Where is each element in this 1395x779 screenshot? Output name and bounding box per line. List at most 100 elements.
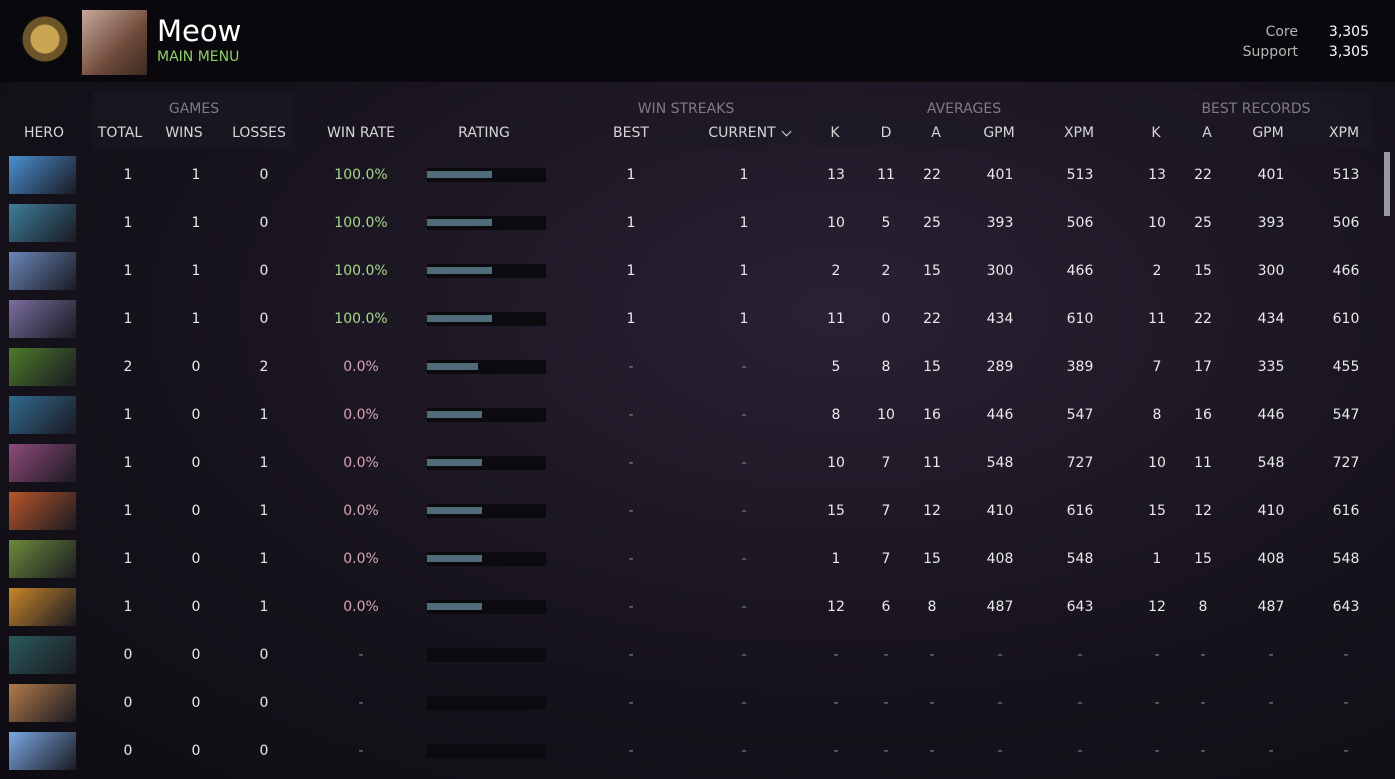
hero-portrait[interactable]	[9, 492, 76, 530]
cell: 0.0%	[343, 359, 379, 375]
column-header[interactable]: D	[880, 125, 892, 141]
cell: 1	[626, 263, 636, 279]
scrollbar[interactable]	[1384, 152, 1390, 216]
group-header: GAMES	[168, 101, 220, 117]
cell: 0	[191, 743, 201, 759]
rating-track	[427, 744, 546, 758]
rating-track	[427, 648, 546, 662]
cell: 100.0%	[334, 167, 388, 183]
cell: 1	[626, 215, 636, 231]
cell: -	[628, 599, 634, 615]
cell: 643	[1066, 599, 1094, 615]
group-header: WIN STREAKS	[637, 101, 735, 117]
cell: -	[929, 647, 935, 663]
cell: 8	[831, 407, 841, 423]
cell: 643	[1332, 599, 1360, 615]
column-header[interactable]: A	[931, 125, 941, 141]
cell: 17	[1194, 359, 1212, 375]
hero-portrait[interactable]	[9, 300, 76, 338]
avatar[interactable]	[82, 10, 147, 75]
cell: 25	[1194, 215, 1212, 231]
column-header[interactable]: XPM	[1328, 125, 1360, 141]
cell: 5	[881, 215, 891, 231]
cell: 506	[1332, 215, 1360, 231]
rating-bar	[427, 219, 493, 226]
hero-portrait[interactable]	[9, 684, 76, 722]
cell: 15	[1194, 551, 1212, 567]
hero-portrait[interactable]	[9, 396, 76, 434]
cell: -	[628, 455, 634, 471]
column-header[interactable]: TOTAL	[97, 125, 143, 141]
cell: -	[997, 647, 1003, 663]
cell: -	[883, 695, 889, 711]
rank-badge	[18, 12, 72, 72]
cell: 11	[923, 455, 941, 471]
cell: 1	[259, 551, 269, 567]
hero-portrait[interactable]	[9, 252, 76, 290]
cell: 5	[831, 359, 841, 375]
cell: -	[1154, 695, 1160, 711]
cell: -	[1268, 695, 1274, 711]
cell: -	[1154, 647, 1160, 663]
column-header[interactable]: CURRENT	[708, 125, 776, 141]
cell: 487	[1257, 599, 1285, 615]
column-header[interactable]: XPM	[1063, 125, 1095, 141]
rating-bar	[427, 363, 479, 370]
column-header[interactable]: A	[1202, 125, 1212, 141]
hero-portrait[interactable]	[9, 204, 76, 242]
hero-portrait[interactable]	[9, 636, 76, 674]
cell: 0	[191, 599, 201, 615]
cell: 13	[827, 167, 845, 183]
player-name: Meow	[157, 14, 242, 48]
cell: 1	[123, 311, 133, 327]
cell: 0	[259, 647, 269, 663]
cell: 513	[1066, 167, 1094, 183]
hero-portrait[interactable]	[9, 540, 76, 578]
cell: -	[1200, 647, 1206, 663]
cell: 548	[1257, 455, 1285, 471]
cell: -	[741, 743, 747, 759]
cell: 22	[1194, 167, 1212, 183]
cell: 1	[259, 455, 269, 471]
cell: 0	[191, 407, 201, 423]
column-header[interactable]: BEST	[613, 125, 649, 141]
cell: -	[628, 695, 634, 711]
cell: 1	[123, 215, 133, 231]
cell: 10	[827, 455, 845, 471]
cell: 513	[1332, 167, 1360, 183]
hero-portrait[interactable]	[9, 348, 76, 386]
cell: 1	[626, 167, 636, 183]
rank-label: Core	[1265, 24, 1298, 40]
column-header[interactable]: LOSSES	[232, 125, 286, 141]
cell: 15	[923, 551, 941, 567]
cell: 616	[1332, 503, 1360, 519]
cell: 7	[881, 551, 891, 567]
column-header[interactable]: GPM	[1252, 125, 1284, 141]
column-header[interactable]: RATING	[458, 125, 510, 141]
cell: -	[628, 503, 634, 519]
column-header[interactable]: K	[830, 125, 840, 141]
column-header[interactable]: WINS	[165, 125, 203, 141]
cell: 1	[739, 263, 749, 279]
cell: 12	[827, 599, 845, 615]
cell: 1	[123, 599, 133, 615]
main-menu-link[interactable]: MAIN MENU	[157, 49, 240, 65]
cell: 300	[1257, 263, 1285, 279]
hero-portrait[interactable]	[9, 156, 76, 194]
cell: 0	[259, 743, 269, 759]
hero-portrait[interactable]	[9, 588, 76, 626]
column-header[interactable]: HERO	[23, 125, 65, 141]
hero-portrait[interactable]	[9, 444, 76, 482]
hero-portrait[interactable]	[9, 732, 76, 770]
cell: 389	[1066, 359, 1094, 375]
cell: -	[1077, 743, 1083, 759]
cell: -	[628, 743, 634, 759]
cell: 11	[1148, 311, 1166, 327]
cell: 0.0%	[343, 599, 379, 615]
column-header[interactable]: K	[1151, 125, 1161, 141]
cell: 434	[986, 311, 1014, 327]
rating-bar	[427, 171, 493, 178]
column-header[interactable]: WIN RATE	[327, 125, 395, 141]
rating-bar	[427, 507, 482, 514]
column-header[interactable]: GPM	[983, 125, 1015, 141]
